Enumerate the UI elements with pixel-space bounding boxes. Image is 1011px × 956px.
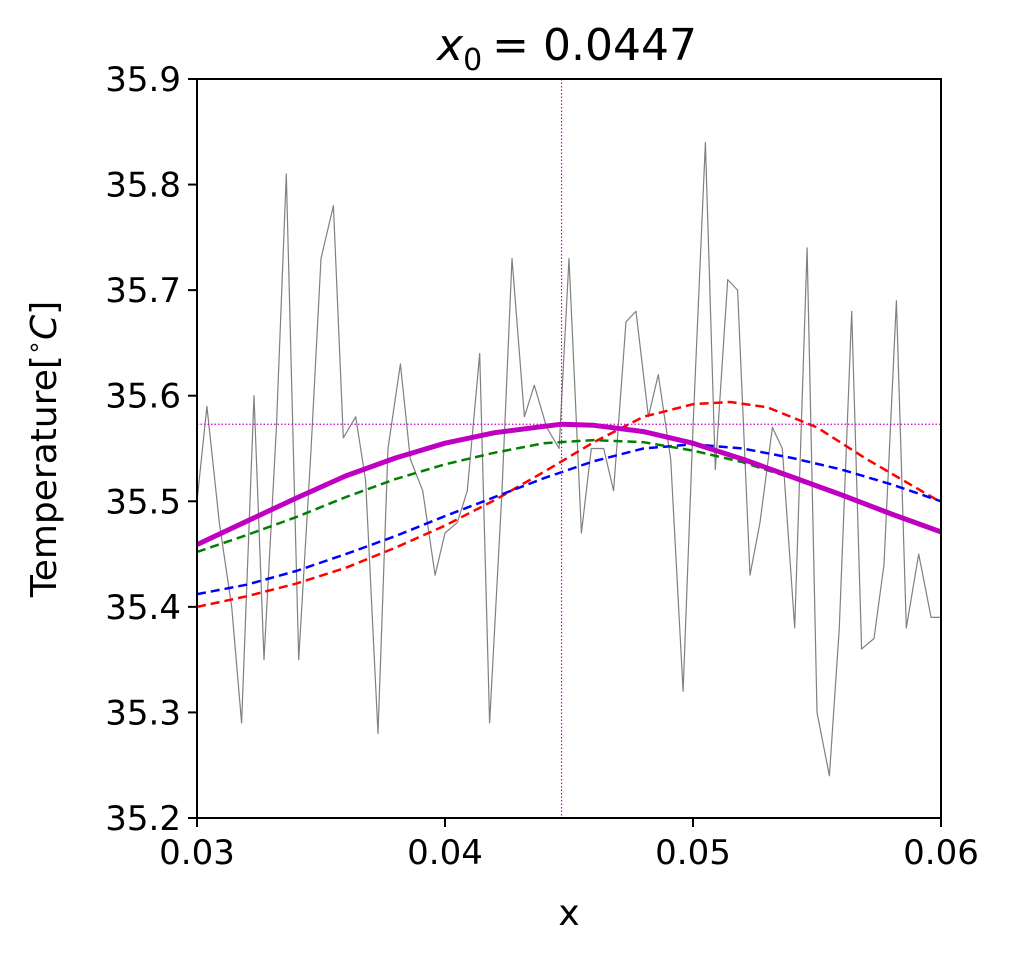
y-tick-label: 35.2 bbox=[105, 799, 181, 839]
series-line-fit-blue bbox=[197, 443, 941, 596]
y-tick-label: 35.9 bbox=[105, 60, 181, 100]
y-tick-label: 35.3 bbox=[105, 693, 181, 733]
plot-frame bbox=[196, 78, 942, 819]
y-tick-label: 35.6 bbox=[105, 377, 181, 417]
y-axis-label-unit: C bbox=[24, 314, 65, 340]
reference-lines bbox=[197, 79, 941, 818]
x-axis-label: x bbox=[558, 893, 579, 934]
series-line-fit-red bbox=[197, 400, 941, 609]
title-subscript: 0 bbox=[463, 43, 482, 78]
x-tick-label: 0.04 bbox=[407, 833, 483, 873]
y-axis-label-close: ] bbox=[24, 301, 65, 315]
y-tick-label: 35.4 bbox=[105, 588, 181, 628]
series-line-noisy-data bbox=[197, 141, 941, 777]
title-value: = 0.0447 bbox=[492, 20, 697, 71]
y-tick-label: 35.8 bbox=[105, 166, 181, 206]
y-axis-label-text: Temperature[ bbox=[24, 355, 65, 598]
chart-title: x0 = 0.0447 bbox=[435, 20, 697, 78]
y-axis-label-degree: ∘ bbox=[20, 340, 48, 355]
y-tick-label: 35.5 bbox=[105, 482, 181, 522]
series-line-fit-green bbox=[197, 438, 941, 554]
x-tick-label: 0.03 bbox=[159, 833, 235, 873]
x-tick-label: 0.05 bbox=[655, 833, 731, 873]
y-axis-ticks: 35.2 35.3 35.4 35.5 35.6 35.7 35.8 35.9 bbox=[105, 60, 197, 839]
x-axis-ticks: 0.03 0.04 0.05 0.06 bbox=[159, 818, 979, 873]
y-tick-label: 35.7 bbox=[105, 271, 181, 311]
x-tick-label: 0.06 bbox=[903, 833, 979, 873]
y-axis-label: Temperature[∘C] bbox=[20, 301, 65, 598]
title-variable: x bbox=[435, 20, 464, 71]
